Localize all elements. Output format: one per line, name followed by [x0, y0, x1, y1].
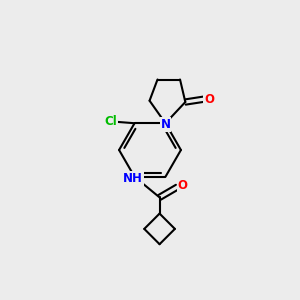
- Text: O: O: [178, 179, 188, 192]
- Text: NH: NH: [123, 172, 143, 185]
- Text: Cl: Cl: [105, 115, 117, 128]
- Text: N: N: [160, 118, 170, 131]
- Text: O: O: [204, 93, 214, 106]
